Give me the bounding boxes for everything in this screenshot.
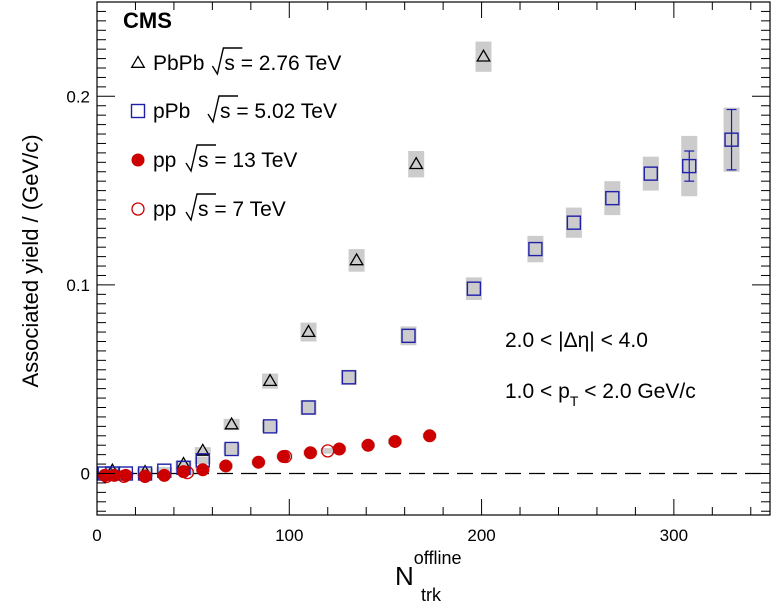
data-point-open-square (401, 328, 416, 344)
data-point-filled-circle (219, 459, 233, 473)
legend-label: PbPb (153, 52, 204, 75)
x-tick-label: 100 (275, 526, 303, 545)
data-point-open-triangle (262, 373, 278, 387)
systematic-box (565, 207, 582, 238)
data-point-open-circle (99, 469, 114, 483)
legend-energy: s = 7 TeV (198, 198, 286, 221)
y-tick-label: 0.2 (66, 87, 90, 106)
data-point-filled-circle (361, 438, 375, 452)
legend-marker (131, 153, 145, 167)
legend-label: pp (153, 198, 176, 221)
data-point-open-square (262, 419, 278, 434)
legend-energy: s = 2.76 TeV (224, 52, 341, 75)
systematic-box (348, 249, 365, 272)
x-tick-label: 0 (92, 526, 101, 545)
legend-marker (130, 55, 146, 68)
legend-marker (130, 103, 146, 119)
systematic-box (465, 277, 482, 300)
data-point-filled-circle (423, 429, 437, 443)
data-point-open-triangle (224, 416, 239, 430)
data-point-open-square (224, 441, 239, 457)
data-point-open-square (341, 370, 357, 385)
data-point-open-circle (321, 444, 335, 458)
annotation-delta-eta: 2.0 < |Δη| < 4.0 (505, 329, 648, 352)
data-point-open-square (528, 241, 543, 257)
y-axis-label: Associated yield / (GeV/c) (18, 134, 43, 387)
data-point-filled-circle (303, 446, 317, 460)
data-point-open-circle (117, 469, 131, 483)
systematic-box (262, 420, 279, 433)
data-point-open-triangle (476, 48, 491, 62)
data-point-open-square (643, 166, 658, 181)
sqrt-sign (211, 47, 243, 76)
data-point-filled-circle (388, 434, 402, 448)
systematic-box (642, 156, 659, 191)
experiment-label: CMS (123, 8, 172, 33)
systematic-box (408, 150, 425, 178)
systematic-box (223, 418, 240, 431)
data-point-open-square (724, 132, 739, 147)
sqrt-sign (185, 193, 216, 222)
systematic-box (300, 399, 317, 416)
x-tick-label: 300 (660, 526, 688, 545)
x-axis-label: Noffline trk (395, 548, 462, 605)
data-point-filled-circle (157, 468, 171, 482)
data-point-open-circle (138, 469, 152, 483)
data-point-open-circle (278, 449, 293, 464)
data-point-open-square (301, 400, 316, 415)
systematic-box (320, 448, 335, 454)
legend-energy: s = 5.02 TeV (220, 100, 337, 123)
data-markers (97, 48, 739, 483)
data-point-open-triangle (408, 156, 424, 170)
systematic-boxes (96, 41, 740, 480)
axis-ticks: 0 100 200 300 0 0.1 0.2 (66, 1, 770, 545)
systematic-box (340, 369, 357, 385)
systematic-box (194, 456, 211, 465)
data-point-open-square (605, 190, 620, 206)
data-point-filled-circle (252, 455, 266, 469)
data-point-open-triangle (349, 252, 364, 266)
systematic-box (223, 443, 240, 455)
systematic-box (604, 181, 621, 216)
data-point-open-triangle (195, 443, 211, 456)
systematic-box (475, 41, 492, 72)
data-point-open-square (566, 215, 582, 230)
systematic-box (194, 447, 211, 455)
systematic-box (527, 235, 544, 263)
sqrt-sign (185, 144, 216, 173)
x-tick-label: 200 (467, 526, 495, 545)
legend: PbPb s = 2.76 TeV pPb s = 5.02 TeV pp s = 13 … (130, 47, 341, 222)
data-point-open-circle (180, 465, 195, 480)
data-point-filled-circle (332, 442, 346, 456)
legend-label: pp (153, 149, 176, 172)
y-tick-label: 0.1 (66, 276, 90, 295)
data-point-filled-circle (196, 463, 210, 477)
y-tick-label: 0 (81, 465, 90, 484)
systematic-box (400, 326, 417, 346)
legend-marker (131, 202, 145, 216)
data-point-open-square (466, 281, 482, 296)
legend-label: pPb (153, 100, 190, 123)
data-point-open-square (682, 158, 697, 174)
legend-energy: s = 13 TeV (198, 149, 297, 172)
data-point-open-triangle (301, 324, 316, 338)
plot-frame (96, 1, 771, 516)
annotation-pt: 1.0 < pT < 2.0 GeV/c (505, 380, 696, 409)
sqrt-sign (207, 95, 238, 124)
